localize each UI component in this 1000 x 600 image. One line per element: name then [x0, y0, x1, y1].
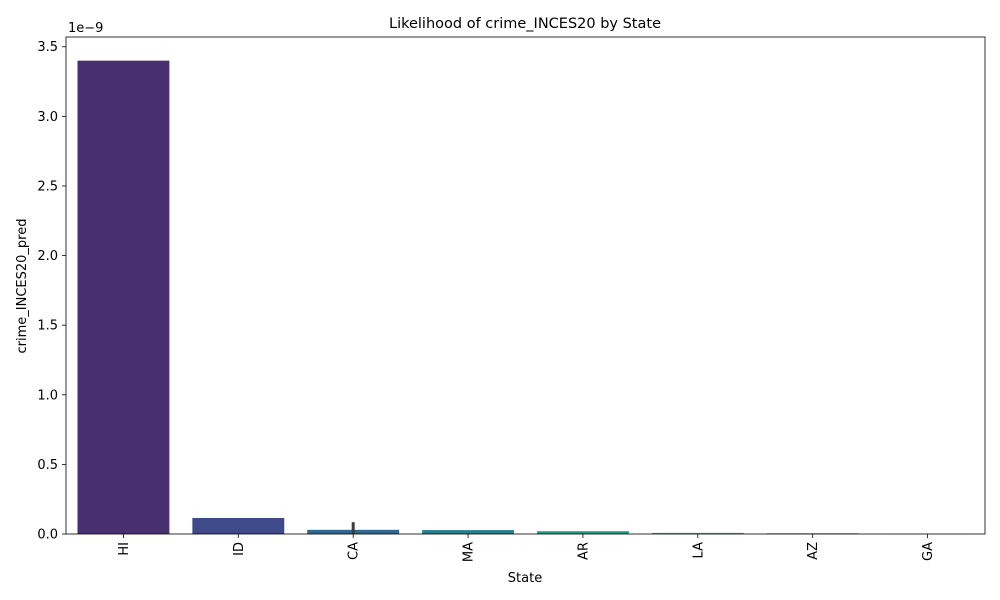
x-tick-label: CA: [347, 542, 362, 560]
y-tick-label: 0.5: [37, 458, 58, 473]
x-tick-label: GA: [921, 542, 936, 561]
x-tick-label: AR: [576, 542, 591, 560]
y-tick-label: 0.0: [37, 528, 58, 543]
bar-ma: [422, 530, 515, 534]
y-axis-label: crime_INCES20_pred: [15, 219, 30, 354]
bars: [77, 60, 974, 535]
y-tick-label: 2.0: [37, 249, 58, 264]
bar-ar: [536, 531, 629, 534]
x-tick-label: ID: [232, 542, 247, 556]
y-axis-ticks: 0.0 0.5 1.0 1.5 2.0 2.5 3.0 3.5: [37, 40, 66, 543]
x-tick-label: AZ: [806, 542, 821, 560]
y-tick-label: 1.5: [37, 319, 58, 334]
x-tick-label: LA: [691, 542, 706, 559]
y-tick-label: 1.0: [37, 388, 58, 403]
x-axis-label: State: [508, 571, 542, 586]
bar-hi: [77, 60, 170, 535]
bar-id: [192, 517, 285, 534]
bar-az: [766, 533, 859, 534]
x-axis-ticks: HI ID CA MA AR LA AZ GA: [117, 534, 936, 562]
x-tick-label: HI: [117, 542, 132, 556]
y-tick-label: 2.5: [37, 179, 58, 194]
y-axis-offset-label: 1e−9: [68, 21, 103, 36]
plot-frame: [65, 36, 986, 535]
y-tick-label: 3.5: [37, 40, 58, 55]
y-tick-label: 3.0: [37, 110, 58, 125]
chart-title: Likelihood of crime_INCES20 by State: [389, 16, 661, 32]
x-tick-label: MA: [462, 542, 477, 562]
bar-la: [651, 532, 744, 534]
